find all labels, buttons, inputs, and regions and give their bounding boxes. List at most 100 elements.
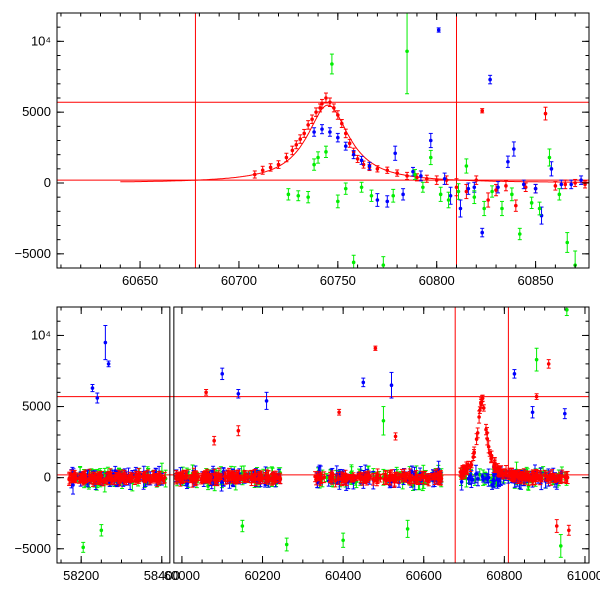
top-green-point-8 bbox=[343, 182, 348, 195]
top-green-point-25-marker bbox=[500, 206, 504, 211]
top-red-point-8-marker bbox=[302, 131, 307, 136]
top-red-point-3 bbox=[276, 160, 281, 169]
top-green-point-30 bbox=[547, 148, 552, 167]
top-red-point-9 bbox=[306, 120, 311, 130]
top-panel-zoomed-light-curve: 60650 60700 60750 60800 60850 −5000 0 5000 10⁴ bbox=[14, 12, 590, 288]
bottom-noise-red-point bbox=[438, 473, 443, 485]
top-blue-point-24-marker bbox=[506, 159, 510, 164]
top-green-point-24-marker bbox=[490, 189, 494, 194]
top-blue-point-16 bbox=[442, 172, 447, 185]
top-blue-point-17 bbox=[448, 186, 453, 205]
top-green-point-25 bbox=[499, 200, 504, 217]
top-green-point-26-marker bbox=[510, 192, 514, 197]
bottom-noise-red-point-marker bbox=[271, 475, 275, 480]
top-red-point-26 bbox=[385, 166, 390, 174]
top-red-point-41-marker bbox=[523, 185, 528, 190]
bottom-noise-red-point bbox=[229, 470, 234, 484]
top-red-point-2 bbox=[268, 163, 273, 172]
top-blue-point-21 bbox=[480, 227, 485, 238]
top-red-point-15 bbox=[327, 97, 332, 107]
top-blue-point-29 bbox=[549, 161, 554, 177]
top-blue-point-11-marker bbox=[401, 192, 405, 197]
top-blue-point-4 bbox=[343, 141, 348, 151]
bottom-noise-red-point-marker bbox=[233, 477, 237, 482]
top-blue-point-28-marker bbox=[539, 213, 544, 218]
top-blue-point-26 bbox=[521, 179, 526, 190]
bottom-noise-red-point-marker bbox=[91, 478, 95, 482]
top-red-point-7 bbox=[298, 134, 303, 144]
bottom-noise-blue-point-marker bbox=[481, 477, 485, 482]
top-blue-point-14 bbox=[428, 132, 433, 149]
bottom-noise-red-point-marker bbox=[236, 475, 241, 479]
bottom-noise-blue-point bbox=[475, 471, 480, 487]
top-red-point-46 bbox=[573, 178, 578, 188]
bottom-noise-red-point bbox=[271, 472, 276, 483]
top-blue-point-27 bbox=[533, 183, 538, 194]
top-green-point-6 bbox=[329, 53, 334, 75]
top-red-point-39 bbox=[503, 180, 508, 192]
top-red-point-34-marker bbox=[464, 189, 469, 194]
bottom-noise-red-point-marker bbox=[174, 476, 178, 481]
bottom-noise-blue-point-marker bbox=[71, 483, 75, 487]
top-red-point-6 bbox=[294, 140, 299, 150]
top-green-point-18 bbox=[438, 186, 443, 202]
top-red-point-3-marker bbox=[276, 162, 281, 167]
top-green-point-9-marker bbox=[351, 260, 356, 265]
top-blue-point-22-marker bbox=[488, 77, 492, 82]
top-red-point-4-marker bbox=[284, 155, 289, 160]
top-blue-point-15 bbox=[436, 27, 441, 33]
top-blue-point-1 bbox=[320, 124, 325, 135]
bottom-noise-red-point-marker bbox=[71, 475, 76, 479]
bottom-noise-red-point bbox=[155, 474, 160, 484]
bottom-noise-red-point bbox=[253, 472, 258, 487]
bottom-noise-red-point-marker bbox=[188, 476, 192, 481]
top-y-tick-label: 0 bbox=[44, 175, 51, 190]
top-green-point-28 bbox=[529, 196, 534, 209]
bottom-noise-red-point bbox=[330, 474, 335, 483]
bottom-noise-red-point bbox=[214, 471, 219, 485]
top-blue-point-22 bbox=[488, 74, 493, 85]
bottom-noise-blue-point-marker bbox=[486, 475, 491, 480]
bottom-noise-red-point-marker bbox=[83, 475, 88, 479]
bottom-noise-red-point bbox=[225, 469, 230, 483]
top-blue-point-31 bbox=[569, 179, 574, 190]
bottom-noise-blue-point-marker bbox=[476, 477, 480, 481]
top-series-blue bbox=[312, 27, 584, 238]
bottom-noise-red-point-marker bbox=[378, 476, 383, 480]
bottom-noise-red-point bbox=[123, 473, 128, 479]
top-red-point-5-marker bbox=[290, 148, 295, 153]
bottom-noise-red-point bbox=[132, 476, 137, 485]
top-red-point-39-marker bbox=[504, 184, 508, 188]
top-red-point-25 bbox=[375, 165, 380, 173]
top-blue-point-23 bbox=[496, 181, 501, 194]
bottom-noise-red-point bbox=[193, 470, 198, 481]
top-red-point-44-marker bbox=[553, 184, 558, 188]
top-green-point-20-marker bbox=[456, 189, 461, 194]
top-red-point-4 bbox=[284, 152, 289, 163]
top-blue-point-9-marker bbox=[385, 199, 390, 204]
top-green-point-10 bbox=[359, 181, 364, 193]
top-x-tick-label: 60750 bbox=[320, 273, 356, 288]
top-green-point-17-marker bbox=[428, 155, 433, 160]
bottom-noise-red-point bbox=[250, 473, 255, 480]
top-green-point-12 bbox=[381, 256, 386, 268]
bottom-noise-red-point bbox=[232, 474, 237, 485]
top-green-point-29 bbox=[537, 201, 542, 216]
top-blue-point-21-marker bbox=[480, 230, 485, 235]
bottom-noise-red-point-marker bbox=[214, 476, 219, 480]
top-red-point-20 bbox=[347, 138, 352, 148]
top-green-point-27 bbox=[517, 227, 522, 241]
top-blue-point-3-marker bbox=[336, 135, 340, 140]
top-red-point-38-marker bbox=[494, 188, 498, 192]
top-blue-point-17-marker bbox=[448, 193, 453, 198]
top-green-point-15-marker bbox=[413, 172, 417, 177]
bottom-noise-red-point-marker bbox=[250, 474, 254, 479]
bottom-noise-red-point-marker bbox=[229, 475, 234, 479]
top-green-point-2 bbox=[306, 191, 311, 204]
bottom-noise-red-point-marker bbox=[123, 474, 128, 478]
top-green-point-5-marker bbox=[324, 150, 328, 154]
top-red-point-2-marker bbox=[268, 165, 273, 170]
top-green-point-3-marker bbox=[312, 162, 316, 167]
bottom-noise-red-point-marker bbox=[134, 472, 138, 477]
top-green-point-28-marker bbox=[529, 201, 534, 205]
